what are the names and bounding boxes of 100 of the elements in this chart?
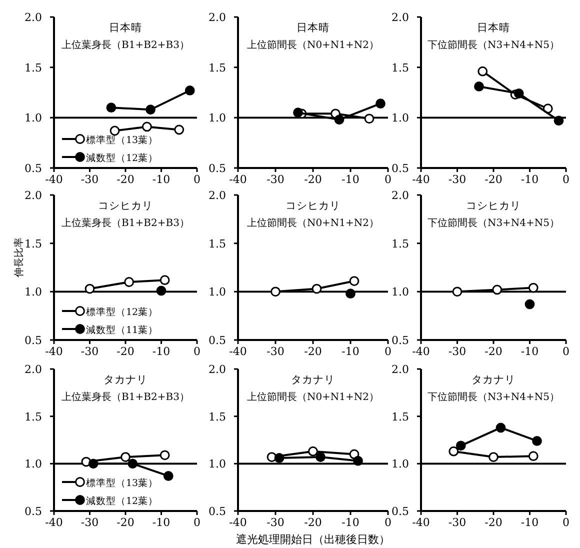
y-tick-label: 0.5 xyxy=(392,162,409,175)
y-tick-label: 1.5 xyxy=(208,237,226,250)
y-tick-label: 1.5 xyxy=(24,410,42,424)
x-tick-label: 0 xyxy=(384,173,392,186)
y-tick-label: 1.0 xyxy=(208,112,226,125)
x-tick-label: -10 xyxy=(152,173,170,186)
y-tick-label: 1.0 xyxy=(392,458,409,471)
x-tick-label: -30 xyxy=(80,516,99,529)
x-tick-label: -20 xyxy=(304,345,322,358)
y-tick-label: 2.0 xyxy=(208,189,226,202)
text: 日本晴 xyxy=(477,21,510,34)
x-tick-label: -30 xyxy=(266,345,284,358)
text: 下位節間長（N3+N4+N5） xyxy=(427,217,560,229)
y-tick-label: 2.0 xyxy=(392,363,409,376)
legend-label: 減数型（11葉） xyxy=(86,324,158,336)
x-tick-label: -10 xyxy=(342,173,360,186)
x-tick-label: 0 xyxy=(384,345,392,358)
x-tick-label: -20 xyxy=(304,173,322,186)
x-tick-label: -40 xyxy=(412,173,430,186)
text: タカナリ xyxy=(104,374,148,386)
x-tick-label: -40 xyxy=(45,173,63,186)
x-tick-label: -20 xyxy=(116,516,134,529)
x-tick-label: -10 xyxy=(520,345,539,358)
legend-label: 減数型（12葉） xyxy=(86,495,158,507)
x-tick-label: -30 xyxy=(448,345,466,358)
y-tick-label: 2.0 xyxy=(208,11,226,24)
x-tick-label: -10 xyxy=(342,345,360,358)
y-axis-title: 伸長比率 xyxy=(13,238,25,278)
y-tick-label: 1.0 xyxy=(24,458,42,471)
y-tick-label: 1.0 xyxy=(208,286,226,299)
text: コシヒカリ xyxy=(286,200,340,212)
y-tick-label: 0.5 xyxy=(24,505,42,518)
x-tick-label: -10 xyxy=(342,516,360,529)
y-tick-label: 1.5 xyxy=(208,61,226,74)
text: 上位葉身長（B1+B2+B3） xyxy=(62,391,190,403)
y-tick-label: 2.0 xyxy=(24,11,42,24)
text: タカナリ xyxy=(472,374,516,386)
x-tick-label: -30 xyxy=(266,516,284,529)
y-tick-label: 0.5 xyxy=(208,162,226,175)
x-tick-label: 0 xyxy=(562,345,570,358)
text: 上位葉身長（B1+B2+B3） xyxy=(62,217,190,229)
x-tick-label: -30 xyxy=(266,173,284,186)
y-tick-label: 0.5 xyxy=(208,334,226,347)
x-tick-label: -40 xyxy=(45,516,63,529)
x-tick-label: -40 xyxy=(229,173,247,186)
x-tick-label: -40 xyxy=(412,345,430,358)
y-tick-label: 1.5 xyxy=(24,237,42,250)
y-tick-label: 2.0 xyxy=(24,363,42,376)
y-tick-label: 1.0 xyxy=(24,286,42,299)
x-tick-label: -40 xyxy=(412,516,430,529)
x-tick-label: -30 xyxy=(448,173,466,186)
x-tick-label: -30 xyxy=(80,345,99,358)
x-tick-label: 0 xyxy=(562,173,570,186)
x-tick-label: 0 xyxy=(194,345,200,358)
text: 下位節間長（N3+N4+N5） xyxy=(427,391,560,403)
x-tick-label: -30 xyxy=(448,516,466,529)
text: コシヒカリ xyxy=(98,200,153,212)
y-tick-label: 2.0 xyxy=(392,189,409,202)
x-tick-label: -20 xyxy=(116,345,134,358)
y-tick-label: 0.5 xyxy=(208,505,226,518)
text: 日本晴 xyxy=(296,21,330,34)
text: 上位葉身長（B1+B2+B3） xyxy=(62,39,190,51)
text: 下位節間長（N3+N4+N5） xyxy=(427,39,560,51)
y-tick-label: 0.5 xyxy=(392,505,409,518)
y-tick-label: 1.5 xyxy=(392,61,409,74)
legend-label: 標準型（12葉） xyxy=(86,306,158,318)
text: コシヒカリ xyxy=(466,200,521,212)
y-tick-label: 1.0 xyxy=(392,286,409,299)
x-tick-label: -10 xyxy=(152,516,170,529)
legend-label: 標準型（13葉） xyxy=(86,477,158,489)
y-tick-label: 0.5 xyxy=(24,162,42,175)
y-tick-label: 1.5 xyxy=(392,237,409,250)
x-tick-label: -40 xyxy=(45,345,63,358)
x-tick-label: -20 xyxy=(484,173,502,186)
y-tick-label: 1.5 xyxy=(24,61,42,74)
x-tick-label: 0 xyxy=(384,516,392,529)
text: タカナリ xyxy=(291,374,335,386)
y-tick-label: 2.0 xyxy=(24,189,42,202)
y-tick-label: 1.0 xyxy=(24,112,42,125)
y-tick-label: 0.5 xyxy=(24,334,42,347)
x-axis-title: 遮光処理開始日（出穂後日数） xyxy=(236,533,390,546)
x-tick-label: -10 xyxy=(520,173,539,186)
x-tick-label: -40 xyxy=(229,345,247,358)
x-tick-label: 0 xyxy=(194,173,200,186)
text: 上位節間長（N0+N1+N2） xyxy=(246,39,380,51)
legend-label: 減数型（12葉） xyxy=(86,152,158,164)
y-tick-label: 0.5 xyxy=(392,334,409,347)
text: 上位節間長（N0+N1+N2） xyxy=(246,217,380,229)
x-tick-label: -20 xyxy=(484,345,502,358)
text: 日本晴 xyxy=(109,21,142,34)
y-tick-label: 1.0 xyxy=(392,112,409,125)
x-tick-label: 0 xyxy=(194,516,200,529)
text: 上位節間長（N0+N1+N2） xyxy=(246,391,380,403)
x-tick-label: -10 xyxy=(520,516,539,529)
y-tick-label: 2.0 xyxy=(208,363,226,376)
x-tick-label: -30 xyxy=(80,173,99,186)
legend-label: 標準型（13葉） xyxy=(86,134,158,146)
y-tick-label: 2.0 xyxy=(392,11,409,24)
y-tick-label: 1.5 xyxy=(208,410,226,424)
x-tick-label: -40 xyxy=(229,516,247,529)
